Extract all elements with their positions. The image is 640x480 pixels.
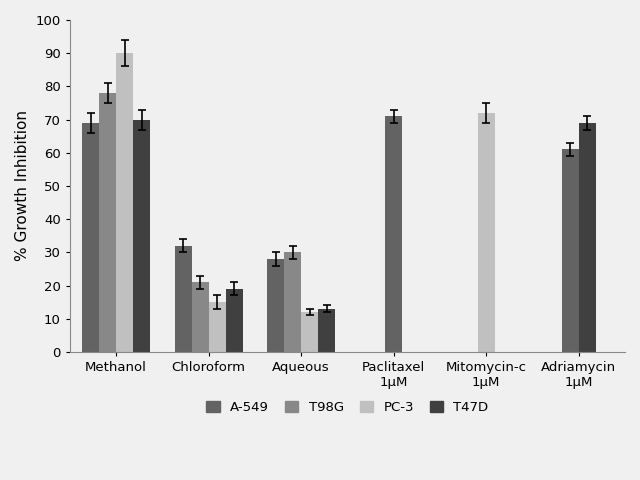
Bar bbox=[385, 116, 402, 352]
Bar bbox=[175, 246, 191, 352]
Bar bbox=[99, 93, 116, 352]
Bar bbox=[209, 302, 225, 352]
Bar bbox=[191, 282, 209, 352]
Bar bbox=[301, 312, 318, 352]
Bar bbox=[225, 289, 243, 352]
Y-axis label: % Growth Inhibition: % Growth Inhibition bbox=[15, 110, 30, 262]
Bar bbox=[562, 149, 579, 352]
Bar bbox=[116, 53, 133, 352]
Bar bbox=[579, 123, 596, 352]
Bar bbox=[133, 120, 150, 352]
Bar bbox=[477, 113, 495, 352]
Bar bbox=[284, 252, 301, 352]
Bar bbox=[268, 259, 284, 352]
Bar bbox=[318, 309, 335, 352]
Bar bbox=[82, 123, 99, 352]
Legend: A-549, T98G, PC-3, T47D: A-549, T98G, PC-3, T47D bbox=[202, 397, 492, 418]
